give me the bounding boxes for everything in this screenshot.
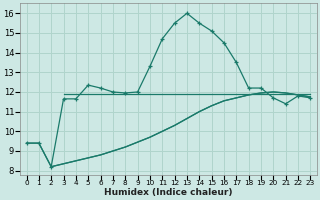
X-axis label: Humidex (Indice chaleur): Humidex (Indice chaleur) xyxy=(104,188,233,197)
